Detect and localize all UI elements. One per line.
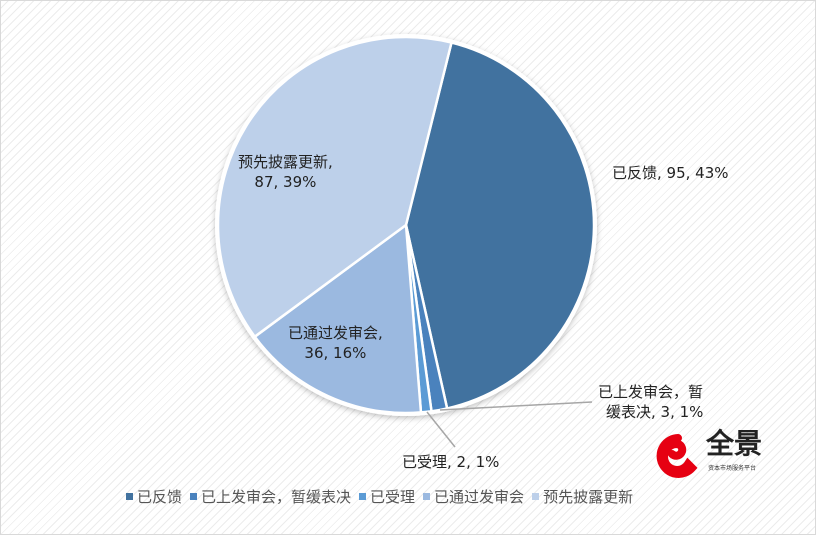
legend-swatch: [532, 493, 540, 500]
leader-line-2: [426, 411, 456, 448]
data-label-4-line1: 预先披露更新,: [238, 153, 333, 171]
legend-label: 已受理: [370, 488, 416, 506]
data-label-3-line1: 已通过发审会,: [288, 324, 383, 342]
data-label-1-line1: 已上发审会，暂: [598, 383, 704, 401]
legend-label: 已反馈: [137, 488, 183, 506]
legend-item-0: 已反馈: [126, 486, 182, 507]
legend-swatch: [126, 493, 133, 500]
data-label-1-line2: 缓表决, 3, 1%: [606, 403, 704, 421]
legend-label: 已通过发审会: [434, 488, 525, 506]
pie-slice-0: [404, 41, 596, 410]
data-label-0: 已反馈, 95, 43%: [612, 164, 729, 182]
legend-label: 已上发审会，暂缓表决: [201, 488, 352, 506]
logo-subtext: 资本市场服务平台: [708, 465, 757, 472]
legend-item-1: 已上发审会，暂缓表决: [190, 486, 351, 507]
legend-item-2: 已受理: [359, 486, 415, 507]
pie-slice-4: [216, 35, 453, 339]
data-label-3-line2: 36, 16%: [304, 344, 367, 362]
data-label-1: 已上发审会，暂缓表决, 3, 1%: [598, 382, 703, 422]
logo-mark-icon: [656, 434, 698, 478]
leader-line-1: [439, 401, 593, 411]
legend-label: 预先披露更新: [543, 488, 634, 506]
data-label-4-line2: 87, 39%: [254, 173, 317, 191]
logo-text: 全景: [706, 427, 763, 460]
data-label-4: 预先披露更新, 87, 39%: [238, 152, 333, 192]
legend-swatch: [190, 493, 198, 500]
legend: 已反馈 已上发审会，暂缓表决 已受理 已通过发审会 预先披露更新: [126, 486, 633, 507]
pie-slice-3: [253, 222, 423, 415]
legend-item-4: 预先披露更新: [532, 486, 633, 507]
legend-item-3: 已通过发审会: [423, 486, 524, 507]
data-label-3: 已通过发审会, 36, 16%: [288, 323, 383, 363]
data-label-2: 已受理, 2, 1%: [402, 453, 500, 471]
legend-swatch: [359, 493, 367, 500]
legend-swatch: [423, 493, 431, 500]
quanjing-logo: 全景 资本市场服务平台: [648, 428, 780, 478]
